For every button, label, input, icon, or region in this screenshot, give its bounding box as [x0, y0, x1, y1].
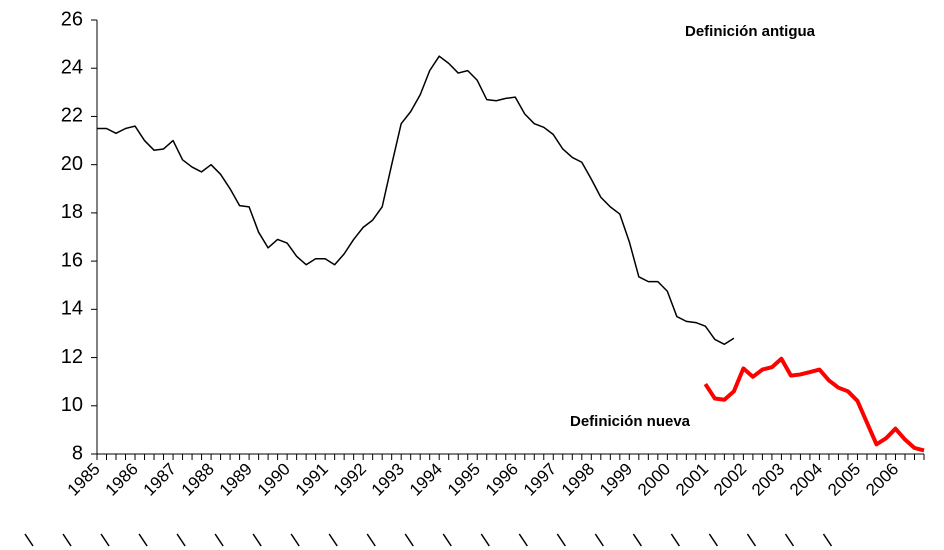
x-tick-label: 1995	[444, 459, 484, 499]
x-tick-divider	[252, 533, 262, 547]
x-tick-label: 1990	[254, 459, 294, 499]
x-tick-divider	[24, 533, 34, 547]
x-tick-divider	[214, 533, 224, 547]
y-tick-label: 24	[61, 57, 83, 79]
x-tick-divider	[328, 533, 338, 547]
x-tick-label: 1985	[64, 459, 104, 499]
x-tick-label: 2003	[748, 459, 788, 499]
y-tick-label: 22	[61, 105, 83, 127]
x-tick-label: 1987	[140, 459, 180, 499]
x-tick-label: 1988	[178, 459, 218, 499]
x-tick-divider	[442, 533, 452, 547]
y-tick-label: 18	[61, 201, 83, 223]
x-tick-label: 1997	[520, 459, 560, 499]
y-tick-label: 26	[61, 8, 83, 30]
x-tick-divider	[138, 533, 148, 547]
series-line	[703, 356, 925, 453]
x-tick-divider	[746, 533, 757, 547]
y-tick-label: 16	[61, 249, 83, 271]
x-tick-divider	[708, 533, 719, 547]
x-tick-label: 2006	[862, 459, 902, 499]
x-tick-divider	[518, 533, 528, 547]
series-line	[97, 55, 735, 346]
y-tick-label: 12	[61, 346, 83, 368]
x-tick-label: 1991	[292, 459, 332, 499]
x-tick-divider	[594, 533, 604, 547]
x-tick-label: 2000	[634, 459, 674, 499]
x-tick-divider	[632, 533, 642, 547]
y-tick-label: 14	[61, 298, 83, 320]
x-tick-label: 2004	[786, 459, 826, 499]
x-tick-label: 1998	[558, 459, 598, 499]
x-tick-label: 1996	[482, 459, 522, 499]
x-tick-label: 1992	[330, 459, 370, 499]
x-tick-divider	[670, 533, 681, 547]
x-tick-label: 1994	[406, 459, 446, 499]
x-tick-divider	[366, 533, 376, 547]
y-tick-label: 10	[61, 394, 83, 416]
x-tick-label: 2002	[710, 459, 750, 499]
x-tick-label: 2005	[824, 459, 864, 499]
annotation: Definición nueva	[570, 413, 691, 430]
x-tick-divider	[62, 533, 72, 547]
annotation: Definición antigua	[685, 23, 816, 40]
x-tick-divider	[556, 533, 566, 547]
x-tick-divider	[822, 533, 833, 547]
x-tick-label: 1986	[102, 459, 142, 499]
x-tick-divider	[404, 533, 414, 547]
x-tick-label: 1989	[216, 459, 256, 499]
y-tick-label: 8	[72, 442, 83, 464]
x-tick-label: 1993	[368, 459, 408, 499]
x-tick-label: 1999	[596, 459, 636, 499]
x-tick-divider	[100, 533, 110, 547]
x-tick-divider	[176, 533, 186, 547]
x-tick-divider	[290, 533, 300, 547]
x-tick-label: 2001	[672, 459, 712, 499]
x-tick-divider	[784, 533, 795, 547]
x-tick-divider	[480, 533, 490, 547]
y-tick-label: 20	[61, 153, 83, 175]
